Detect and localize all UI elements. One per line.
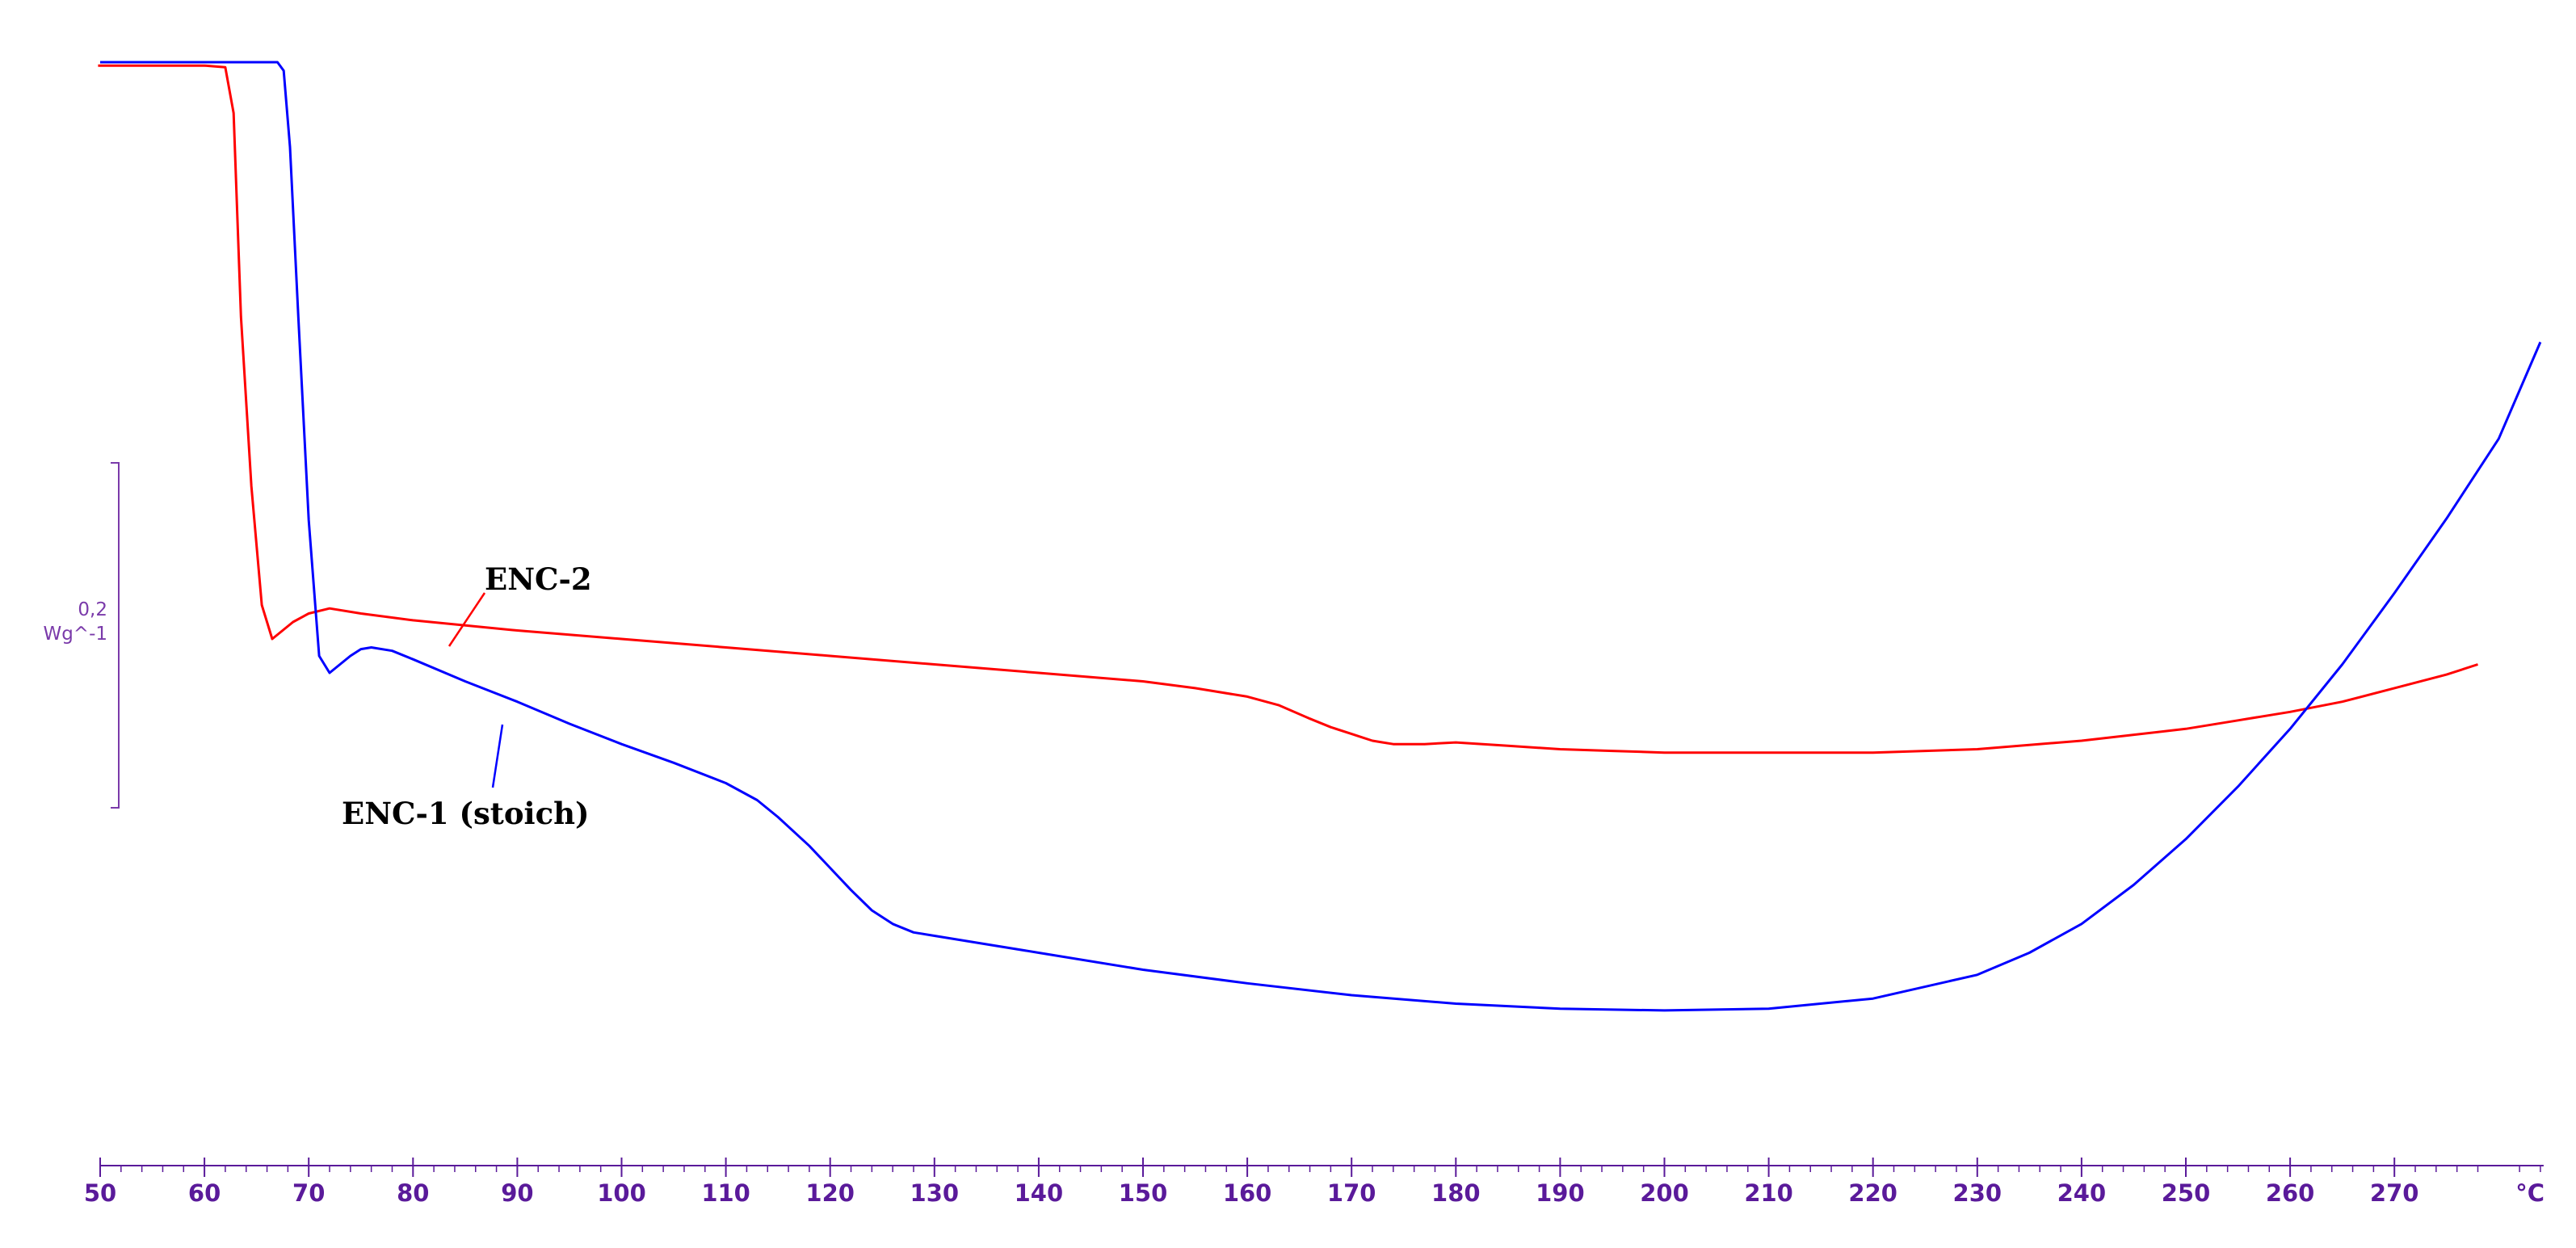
x-tick-label: 130 (910, 1179, 960, 1207)
x-tick-label: 50 (84, 1179, 116, 1207)
curves-layer (98, 61, 2542, 1012)
enc-2-label: ENC-2 (485, 561, 592, 597)
x-tick-label: 170 (1327, 1179, 1376, 1207)
x-tick-label: 200 (1640, 1179, 1689, 1207)
x-tick-label: 120 (805, 1179, 855, 1207)
scale-bar: 0,2 Wg^-1 (43, 462, 120, 809)
x-tick-label: 80 (397, 1179, 429, 1207)
x-tick-label: 240 (2057, 1179, 2107, 1207)
x-tick-label: 250 (2162, 1179, 2211, 1207)
enc-2-leader-line (448, 592, 486, 647)
x-tick-label: 270 (2370, 1179, 2419, 1207)
scale-bar-bracket (111, 462, 120, 809)
x-tick-label: 260 (2266, 1179, 2315, 1207)
enc-1-label: ENC-1 (stoich) (342, 796, 590, 831)
scale-bar-unit: Wg^-1 (43, 624, 107, 645)
x-axis-unit-label: °C (2515, 1179, 2544, 1207)
series-line-0 (98, 64, 2478, 754)
x-tick-label: 90 (501, 1179, 533, 1207)
x-tick-label: 180 (1431, 1179, 1481, 1207)
x-tick-label: 70 (292, 1179, 325, 1207)
x-tick-label: 110 (701, 1179, 750, 1207)
x-tick-label: 60 (188, 1179, 221, 1207)
enc-1-leader-line (491, 724, 504, 788)
x-tick-label: 160 (1223, 1179, 1272, 1207)
x-tick-label: 140 (1015, 1179, 1064, 1207)
x-tick-label: 230 (1953, 1179, 2002, 1207)
x-tick-label: 150 (1119, 1179, 1168, 1207)
x-axis: 50 60 70 80 90 100 110 120 130 140 150 160 170 180 190… (84, 1158, 2544, 1207)
x-tick-label: 100 (597, 1179, 646, 1207)
series-line-1 (100, 61, 2542, 1012)
x-axis-minor-ticks (120, 1166, 2541, 1172)
curve-annotations: ENC-2 ENC-1 (stoich) (342, 561, 592, 831)
x-tick-label: 210 (1744, 1179, 1793, 1207)
x-axis-major-ticks (99, 1158, 2396, 1177)
scale-bar-value: 0,2 (78, 599, 107, 620)
x-axis-tick-labels: 50 60 70 80 90 100 110 120 130 140 150 160 170 180 190… (84, 1179, 2419, 1207)
plot-area (98, 61, 2542, 1012)
x-tick-label: 220 (1848, 1179, 1897, 1207)
x-tick-label: 190 (1536, 1179, 1585, 1207)
